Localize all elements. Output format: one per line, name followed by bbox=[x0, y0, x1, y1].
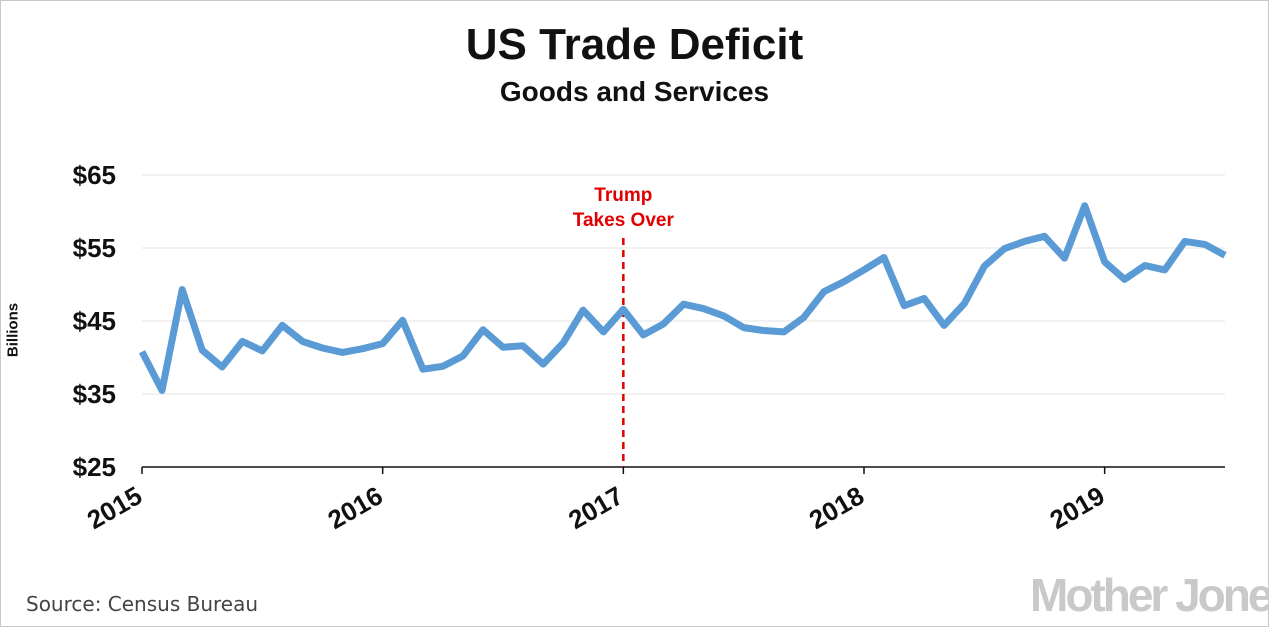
x-tick-label: 2017 bbox=[563, 480, 628, 535]
x-tick-label: 2019 bbox=[1045, 480, 1110, 535]
y-tick-label: $45 bbox=[73, 306, 116, 336]
chart-subtitle: Goods and Services bbox=[499, 76, 770, 107]
annotation-text: Trump bbox=[594, 185, 652, 206]
x-tick-label: 2016 bbox=[323, 480, 388, 535]
publisher-logo: Mother Jones bbox=[1030, 569, 1269, 621]
y-tick-label: $25 bbox=[73, 452, 116, 482]
source-note: Source: Census Bureau bbox=[26, 592, 259, 616]
series-line bbox=[138, 202, 1227, 394]
chart-title: US Trade Deficit bbox=[465, 20, 804, 69]
x-tick-label: 2015 bbox=[82, 480, 147, 535]
x-tick-label: 2018 bbox=[804, 480, 869, 535]
y-tick-label: $55 bbox=[73, 233, 116, 263]
annotation-text: Takes Over bbox=[573, 210, 675, 231]
y-tick-label: $65 bbox=[73, 160, 116, 190]
y-tick-label: $35 bbox=[73, 379, 116, 409]
